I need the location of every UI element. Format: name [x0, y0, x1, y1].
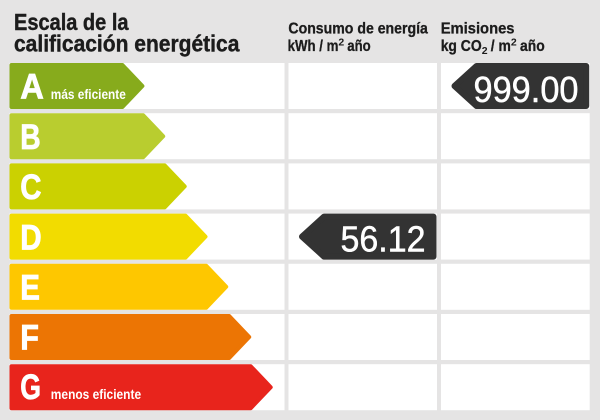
svg-text:kg CO: kg CO: [441, 38, 482, 55]
svg-text:más eficiente: más eficiente: [51, 87, 126, 102]
svg-text:menos eficiente: menos eficiente: [51, 387, 142, 402]
svg-text:Consumo de energía: Consumo de energía: [288, 21, 428, 38]
svg-text:2: 2: [338, 36, 344, 48]
svg-text:/ m: / m: [491, 38, 511, 55]
svg-text:B: B: [20, 118, 40, 157]
svg-text:E: E: [20, 269, 40, 308]
svg-text:A: A: [20, 68, 44, 107]
svg-text:calificación energética: calificación energética: [14, 31, 240, 57]
svg-text:G: G: [20, 368, 41, 407]
svg-text:56.12: 56.12: [341, 218, 426, 259]
svg-text:C: C: [20, 168, 41, 207]
svg-text:F: F: [20, 319, 39, 358]
svg-text:Escala de la: Escala de la: [14, 9, 129, 35]
svg-text:kWh / m: kWh / m: [288, 38, 339, 55]
svg-text:Emisiones: Emisiones: [441, 21, 515, 38]
svg-text:D: D: [20, 218, 41, 257]
svg-text:año: año: [520, 38, 545, 55]
svg-text:año: año: [347, 38, 370, 55]
svg-text:999.00: 999.00: [474, 69, 579, 110]
svg-text:2: 2: [511, 36, 517, 48]
svg-text:2: 2: [482, 45, 488, 57]
